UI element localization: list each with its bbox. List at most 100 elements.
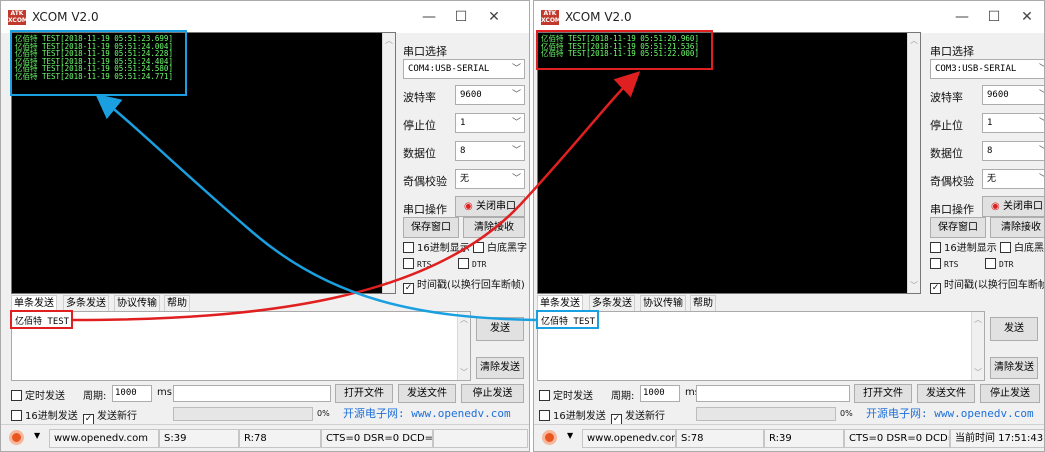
open-file-button[interactable]: 打开文件 xyxy=(854,384,912,403)
checkbox-box xyxy=(403,242,414,253)
data-bits-select[interactable]: 8﹀ xyxy=(455,141,525,161)
checkbox-box xyxy=(985,258,996,269)
open-file-button[interactable]: 打开文件 xyxy=(335,384,393,403)
checkbox-checked: ✓ xyxy=(930,283,941,294)
send-scrollbar[interactable]: ︿ ﹀ xyxy=(457,312,470,380)
scroll-up-icon[interactable]: ︿ xyxy=(385,36,393,45)
hex-send-checkbox[interactable]: 16进制发送 xyxy=(539,407,606,422)
parity-select[interactable]: 无﹀ xyxy=(982,169,1044,189)
port-select[interactable]: COM4:USB-SERIAL ﹀ xyxy=(403,59,525,79)
settings-icon[interactable] xyxy=(9,430,24,445)
tab-protocol[interactable]: 协议传输 xyxy=(640,295,686,311)
tab-single-send[interactable]: 单条发送 xyxy=(537,295,583,311)
save-window-button[interactable]: 保存窗口 xyxy=(930,217,986,238)
timestamp-checkbox[interactable]: ✓ 时间戳(以换行回车断帧) xyxy=(403,276,525,294)
status-bar: ▼ www.openedv.com S:78 R:39 CTS=0 DSR=0 … xyxy=(534,424,1044,451)
scroll-down-icon[interactable]: ﹀ xyxy=(910,281,918,290)
receive-log: 亿佰特 TEST[2018-11-19 05:51:20.960] 亿佰特 TE… xyxy=(541,35,699,58)
stop-bits-select[interactable]: 1﹀ xyxy=(455,113,525,133)
tab-help[interactable]: 帮助 xyxy=(164,295,190,311)
port-select[interactable]: COM3:USB-SERIAL ﹀ xyxy=(930,59,1044,79)
send-progress-bar xyxy=(696,407,836,421)
tab-single-send[interactable]: 单条发送 xyxy=(11,295,57,311)
file-path-input[interactable] xyxy=(696,385,850,402)
send-newline-checkbox[interactable]: ✓ 发送新行 xyxy=(83,407,137,425)
period-input[interactable]: 1000 xyxy=(640,385,680,402)
stop-send-button[interactable]: 停止发送 xyxy=(461,384,524,403)
scroll-up-icon[interactable]: ︿ xyxy=(974,315,982,324)
timed-send-label: 定时发送 xyxy=(25,391,65,402)
tab-multi-send[interactable]: 多条发送 xyxy=(63,295,109,311)
dtr-checkbox[interactable]: DTR xyxy=(458,258,486,270)
send-button[interactable]: 发送 xyxy=(990,317,1038,341)
send-scrollbar[interactable]: ︿ ﹀ xyxy=(971,312,984,380)
tab-protocol[interactable]: 协议传输 xyxy=(114,295,160,311)
receive-scrollbar[interactable]: ︿ ﹀ xyxy=(382,33,395,293)
white-black-checkbox[interactable]: 白底黑字 xyxy=(473,239,527,254)
hex-display-checkbox[interactable]: 16进制显示 xyxy=(930,239,997,254)
clear-receive-button[interactable]: 清除接收 xyxy=(990,217,1044,238)
website-promo-link[interactable]: 开源电子网: www.openedv.com xyxy=(866,407,1034,420)
close-icon[interactable]: ✕ xyxy=(1021,9,1033,25)
stop-send-button[interactable]: 停止发送 xyxy=(980,384,1040,403)
period-input[interactable]: 1000 xyxy=(112,385,152,402)
stop-bits-select[interactable]: 1﹀ xyxy=(982,113,1044,133)
stop-bits-label: 停止位 xyxy=(403,119,436,132)
clear-receive-button[interactable]: 清除接收 xyxy=(463,217,525,238)
timestamp-checkbox[interactable]: ✓ 时间戳(以换行回车断帧) xyxy=(930,276,1044,294)
parity-select[interactable]: 无﹀ xyxy=(455,169,525,189)
settings-icon[interactable] xyxy=(542,430,557,445)
timed-send-checkbox[interactable]: 定时发送 xyxy=(11,387,65,402)
scroll-up-icon[interactable]: ︿ xyxy=(460,315,468,324)
send-button[interactable]: 发送 xyxy=(476,317,524,341)
minimize-icon[interactable]: — xyxy=(955,9,969,25)
baud-select[interactable]: 9600 ﹀ xyxy=(455,85,525,105)
rts-checkbox[interactable]: RTS xyxy=(930,258,958,270)
website-promo-link[interactable]: 开源电子网: www.openedv.com xyxy=(343,407,511,420)
chevron-down-icon: ﹀ xyxy=(1039,170,1044,188)
tab-help[interactable]: 帮助 xyxy=(690,295,716,311)
checkbox-box xyxy=(11,390,22,401)
clear-send-button[interactable]: 清除发送 xyxy=(990,357,1038,379)
maximize-icon[interactable]: ☐ xyxy=(454,9,468,25)
dtr-checkbox[interactable]: DTR xyxy=(985,258,1013,270)
file-path-input[interactable] xyxy=(173,385,331,402)
white-black-checkbox[interactable]: 白底黑字 xyxy=(1000,239,1044,254)
baud-select[interactable]: 9600 ﹀ xyxy=(982,85,1044,105)
scroll-up-icon[interactable]: ︿ xyxy=(910,36,918,45)
xcom-app-icon: ATK XCOM xyxy=(541,10,559,25)
scroll-down-icon[interactable]: ﹀ xyxy=(460,368,468,377)
chevron-down-icon[interactable]: ▼ xyxy=(567,431,574,440)
rts-checkbox[interactable]: RTS xyxy=(403,258,431,270)
receive-terminal[interactable]: 亿佰特 TEST[2018-11-19 05:51:20.960] 亿佰特 TE… xyxy=(537,32,921,294)
baud-value: 9600 xyxy=(987,90,1009,100)
scroll-down-icon[interactable]: ﹀ xyxy=(385,281,393,290)
send-file-button[interactable]: 发送文件 xyxy=(398,384,456,403)
send-input[interactable]: 亿佰特 TEST ︿ ﹀ xyxy=(537,311,985,381)
close-port-button[interactable]: ◉ 关闭串口 xyxy=(455,196,525,217)
save-window-button[interactable]: 保存窗口 xyxy=(403,217,459,238)
clear-send-button[interactable]: 清除发送 xyxy=(476,357,524,379)
send-newline-checkbox[interactable]: ✓ 发送新行 xyxy=(611,407,665,425)
checkbox-box xyxy=(11,410,22,421)
send-input[interactable]: 亿佰特 TEST ︿ ﹀ xyxy=(11,311,471,381)
receive-scrollbar[interactable]: ︿ ﹀ xyxy=(907,33,920,293)
tab-multi-send[interactable]: 多条发送 xyxy=(589,295,635,311)
hex-display-checkbox[interactable]: 16进制显示 xyxy=(403,239,470,254)
parity-value: 无 xyxy=(460,174,470,184)
minimize-icon[interactable]: — xyxy=(422,9,436,25)
scroll-down-icon[interactable]: ﹀ xyxy=(974,368,982,377)
hex-send-checkbox[interactable]: 16进制发送 xyxy=(11,407,78,422)
send-file-button[interactable]: 发送文件 xyxy=(917,384,975,403)
chevron-down-icon: ﹀ xyxy=(1039,114,1044,132)
checkbox-box xyxy=(473,242,484,253)
close-port-button[interactable]: ◉ 关闭串口 xyxy=(982,196,1044,217)
data-bits-select[interactable]: 8﹀ xyxy=(982,141,1044,161)
data-bits-label: 数据位 xyxy=(930,147,963,160)
parity-value: 无 xyxy=(987,174,997,184)
log-line: 亿佰特 TEST[2018-11-19 05:51:20.960] xyxy=(541,34,699,43)
chevron-down-icon[interactable]: ▼ xyxy=(34,431,41,440)
maximize-icon[interactable]: ☐ xyxy=(987,9,1001,25)
timed-send-checkbox[interactable]: 定时发送 xyxy=(539,387,593,402)
close-icon[interactable]: ✕ xyxy=(488,9,500,25)
